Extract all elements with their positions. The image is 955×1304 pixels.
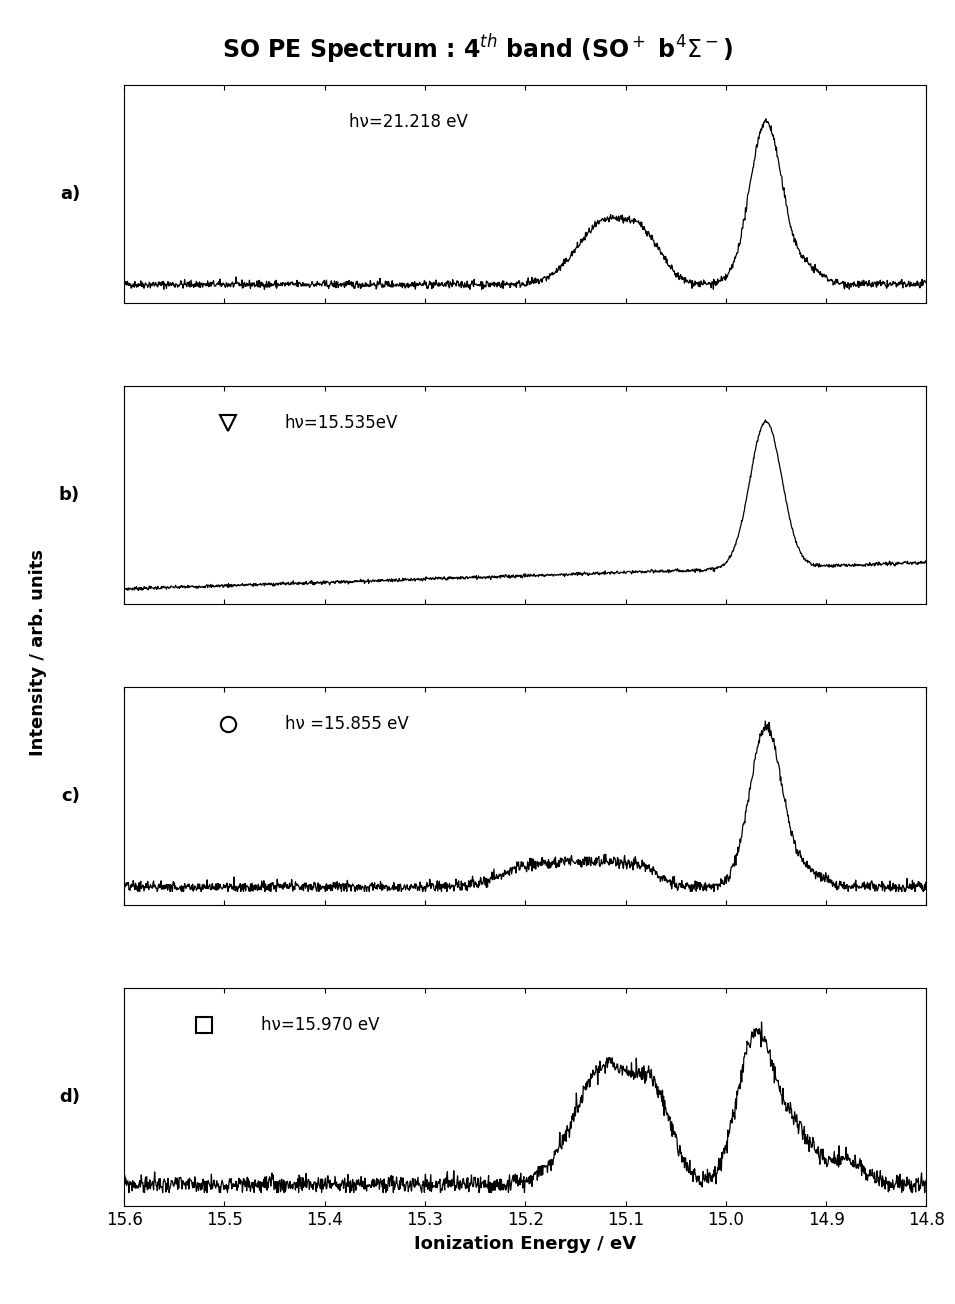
Text: hν=15.535eV: hν=15.535eV xyxy=(285,413,398,432)
Text: hν=21.218 eV: hν=21.218 eV xyxy=(349,113,468,130)
Text: hν =15.855 eV: hν =15.855 eV xyxy=(285,715,409,733)
Text: SO PE Spectrum : 4$^{th}$ band (SO$^+$ b$^4\Sigma^-$): SO PE Spectrum : 4$^{th}$ band (SO$^+$ b… xyxy=(222,33,733,67)
Text: b): b) xyxy=(59,486,80,503)
Text: a): a) xyxy=(60,185,80,203)
Text: d): d) xyxy=(59,1088,80,1106)
Text: hν=15.970 eV: hν=15.970 eV xyxy=(261,1016,379,1034)
Text: c): c) xyxy=(61,788,80,805)
Text: Intensity / arb. units: Intensity / arb. units xyxy=(29,549,47,755)
X-axis label: Ionization Energy / eV: Ionization Energy / eV xyxy=(414,1235,636,1253)
